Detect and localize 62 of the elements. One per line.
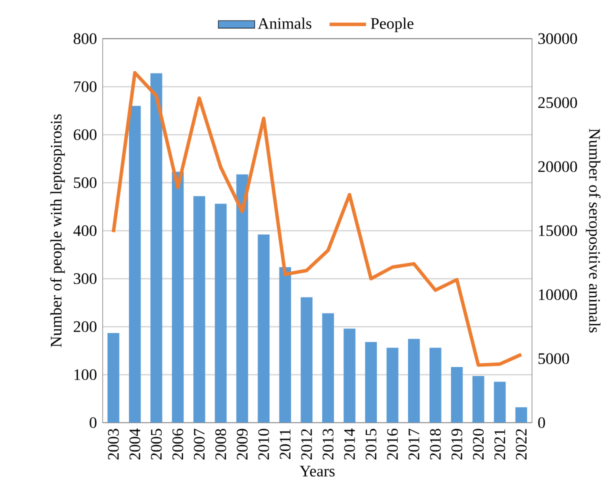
x-tick-label: 2020 bbox=[472, 428, 484, 460]
x-tick-label: 2018 bbox=[430, 428, 441, 460]
bar bbox=[515, 407, 528, 423]
x-tick-label: 2011 bbox=[280, 429, 291, 459]
bar bbox=[450, 366, 463, 423]
bar bbox=[494, 382, 506, 423]
bar bbox=[128, 106, 141, 423]
bar bbox=[408, 338, 420, 423]
bar bbox=[430, 348, 442, 423]
bar bbox=[236, 174, 248, 423]
x-tick-label: 2003 bbox=[108, 428, 119, 460]
x-axis-title: Years bbox=[300, 466, 335, 476]
y-tick-label: 100 bbox=[74, 369, 96, 380]
bar bbox=[172, 172, 184, 423]
x-tick-label: 2022 bbox=[516, 428, 527, 460]
x-tick-label: 2007 bbox=[194, 428, 205, 460]
y2-tick-label: 20000 bbox=[538, 161, 577, 172]
y-tick-label: 800 bbox=[74, 33, 96, 44]
bar bbox=[258, 234, 270, 423]
x-tick-label: 2004 bbox=[129, 428, 140, 460]
x-tick-label: 2010 bbox=[258, 428, 270, 460]
bar bbox=[108, 332, 120, 423]
y2-tick-label: 10000 bbox=[539, 289, 577, 300]
x-tick-label: 2019 bbox=[451, 428, 462, 460]
bar bbox=[193, 196, 206, 423]
x-tick-label: 2013 bbox=[322, 428, 334, 460]
y-tick-label: 300 bbox=[74, 273, 96, 284]
x-tick-label: 2009 bbox=[236, 428, 248, 460]
y-tick-label: 400 bbox=[73, 225, 96, 236]
line-series bbox=[112, 70, 524, 367]
x-tick-label: 2016 bbox=[387, 428, 398, 460]
x-tick-label: 2005 bbox=[150, 428, 162, 460]
x-tick-label: 2014 bbox=[344, 428, 355, 460]
bar bbox=[279, 266, 292, 423]
x-tick-label: 2008 bbox=[215, 428, 226, 460]
y-tick-label: 700 bbox=[74, 81, 96, 92]
bar bbox=[386, 348, 398, 423]
y2-tick-label: 25000 bbox=[538, 97, 577, 108]
bar bbox=[322, 313, 334, 423]
y2-tick-label: 5000 bbox=[538, 353, 569, 364]
x-tick-label: 2006 bbox=[172, 428, 184, 460]
y-tick-label: 200 bbox=[74, 321, 96, 332]
bar bbox=[344, 328, 356, 423]
bar bbox=[150, 73, 162, 423]
x-tick-label: 2021 bbox=[494, 429, 506, 460]
y-tick-label: 500 bbox=[74, 177, 96, 188]
x-tick-label: 2017 bbox=[408, 428, 420, 460]
y-axis-title: Number of people with leptospirosis bbox=[50, 114, 65, 347]
y2-axis-title: Number of seropositive animals bbox=[586, 128, 601, 332]
y-tick-label: 0 bbox=[90, 417, 96, 428]
bar bbox=[214, 204, 227, 423]
x-tick-label: 2012 bbox=[301, 428, 312, 460]
x-tick-label: 2015 bbox=[366, 428, 376, 460]
legend-label: Animals bbox=[258, 17, 312, 29]
bar bbox=[300, 297, 313, 423]
y2-tick-label: 30000 bbox=[538, 33, 577, 44]
y2-tick-label: 15000 bbox=[539, 225, 577, 236]
bar bbox=[365, 342, 377, 423]
bar bbox=[472, 376, 484, 423]
legend-label: People bbox=[370, 17, 414, 32]
y2-tick-label: 0 bbox=[538, 417, 545, 428]
y-tick-label: 600 bbox=[74, 129, 96, 140]
